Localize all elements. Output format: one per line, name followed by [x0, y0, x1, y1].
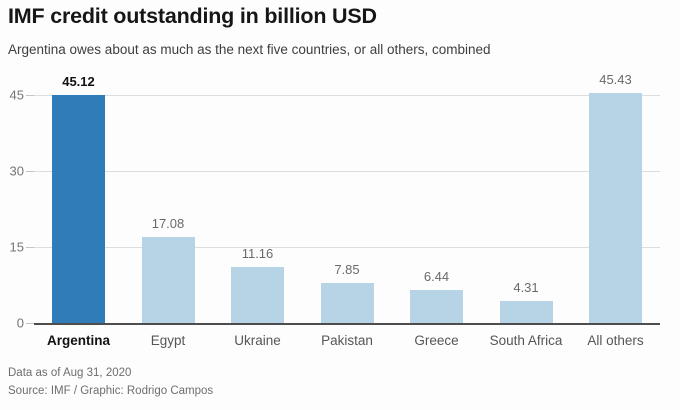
bar-value-label: 17.08 — [151, 215, 185, 231]
y-axis-tickmark — [26, 170, 34, 172]
gridline — [34, 170, 660, 172]
bar-ukraine — [231, 266, 284, 323]
y-axis-tick-label: 45 — [9, 87, 24, 103]
bar-greece — [410, 290, 463, 323]
y-axis-tick-label: 30 — [9, 163, 24, 179]
gridline — [34, 246, 660, 248]
chart-title: IMF credit outstanding in billion USD — [8, 4, 377, 28]
data-note: Data as of Aug 31, 2020 — [8, 367, 132, 379]
x-axis-category-label: Argentina — [46, 333, 110, 348]
x-axis-line — [34, 323, 660, 325]
bar-egypt — [141, 236, 195, 323]
y-axis-tick-label: 0 — [16, 315, 24, 331]
x-axis-category-label: Ukraine — [234, 333, 281, 348]
gridline — [34, 94, 660, 96]
bar-value-label: 4.31 — [513, 280, 539, 296]
bar-value-label: 11.16 — [241, 245, 274, 261]
bar-south-africa — [499, 301, 553, 323]
x-axis-category-label: Egypt — [150, 333, 186, 348]
bar-value-label: 7.85 — [334, 262, 360, 278]
y-axis-tick-label: 15 — [9, 239, 24, 255]
bar-all-others — [589, 93, 642, 323]
x-axis-category-label: Greece — [414, 333, 459, 348]
x-axis-category-label: South Africa — [489, 333, 563, 348]
chart-subtitle: Argentina owes about as much as the next… — [8, 42, 491, 57]
y-axis-tickmark — [26, 322, 34, 324]
y-axis-tickmark — [26, 246, 34, 248]
bar-value-label: 45.43 — [599, 72, 632, 88]
source-credit: Source: IMF / Graphic: Rodrigo Campos — [8, 385, 214, 397]
x-axis-category-label: All others — [587, 333, 644, 348]
y-axis-tickmark — [26, 94, 34, 96]
x-axis-category-label: Pakistan — [321, 333, 373, 348]
bar-value-label: 6.44 — [423, 269, 450, 285]
bar-value-label: 45.12 — [62, 73, 95, 89]
bar-argentina — [52, 94, 105, 323]
bar-pakistan — [320, 283, 374, 323]
